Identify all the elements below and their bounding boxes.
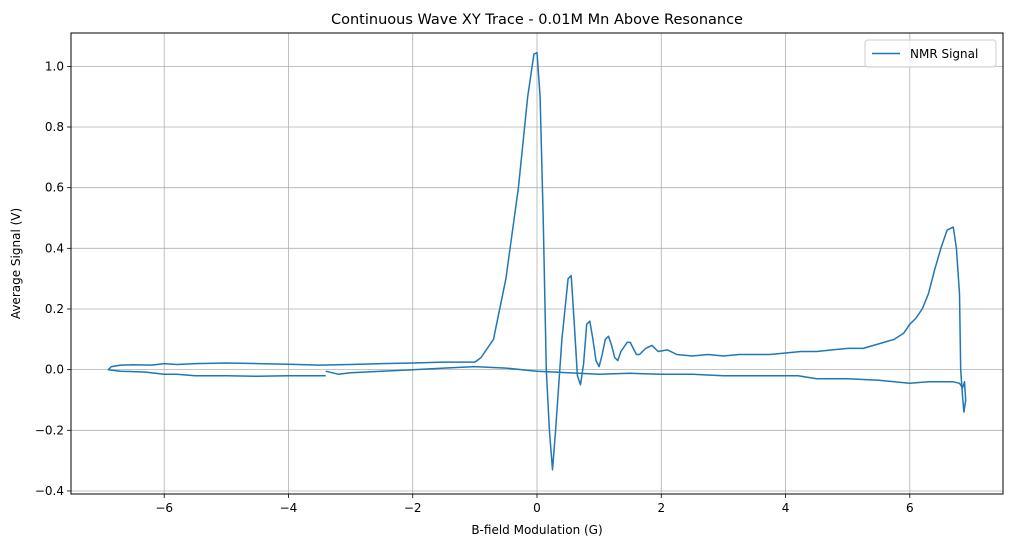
y-tick-label: 1.0 bbox=[45, 59, 64, 73]
y-tick-label: 0.2 bbox=[45, 302, 64, 316]
y-tick-label: 0.8 bbox=[45, 120, 64, 134]
x-ticks: −6 −4 −2 0 2 4 6 bbox=[155, 494, 914, 515]
legend: NMR Signal bbox=[864, 39, 997, 68]
x-tick-label: −2 bbox=[404, 501, 422, 515]
legend-box bbox=[864, 39, 997, 68]
y-tick-label: 0.6 bbox=[45, 181, 64, 195]
x-axis-title: B-field Modulation (G) bbox=[471, 523, 602, 537]
series-layer bbox=[107, 51, 967, 471]
grid bbox=[71, 33, 1003, 494]
x-tick-label: −6 bbox=[155, 501, 173, 515]
x-tick-label: 2 bbox=[657, 501, 665, 515]
x-tick-label: 0 bbox=[533, 501, 541, 515]
y-tick-label: −0.2 bbox=[35, 423, 64, 437]
chart-title: Continuous Wave XY Trace - 0.01M Mn Abov… bbox=[331, 12, 743, 28]
y-ticks: −0.4 −0.2 0.0 0.2 0.4 0.6 0.8 1.0 bbox=[35, 59, 71, 498]
y-axis-title: Average Signal (V) bbox=[9, 208, 23, 319]
series-line-nmr-signal bbox=[107, 51, 967, 471]
y-tick-label: −0.4 bbox=[35, 484, 64, 498]
y-tick-label: 0.4 bbox=[45, 241, 64, 255]
x-tick-label: −4 bbox=[280, 501, 298, 515]
x-tick-label: 4 bbox=[782, 501, 790, 515]
x-tick-label: 6 bbox=[906, 501, 914, 515]
y-tick-label: 0.0 bbox=[45, 363, 64, 377]
legend-label-nmr-signal: NMR Signal bbox=[910, 47, 978, 61]
